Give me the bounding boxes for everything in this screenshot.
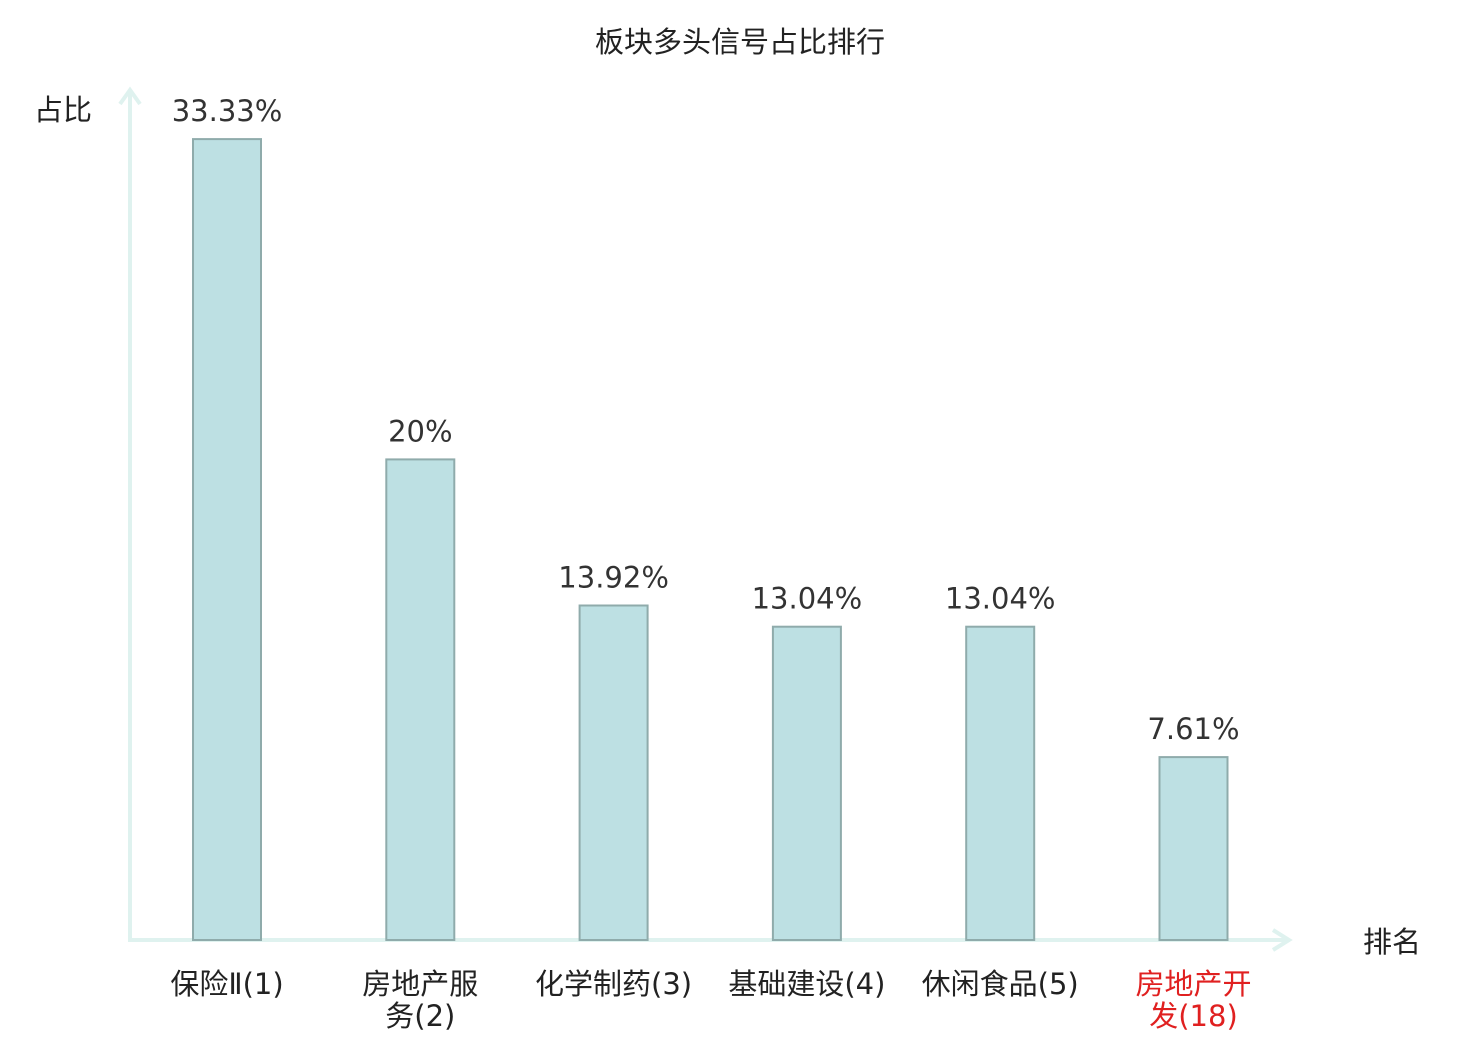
category-label: 房地产服务(2)	[362, 967, 478, 1033]
category-label: 化学制药(3)	[535, 967, 692, 1001]
x-axis-arrow	[1271, 928, 1293, 952]
value-labels-group: 33.33% 20% 13.92% 13.04% 13.04% 7.61%	[172, 94, 1240, 746]
y-axis-title: 占比	[34, 93, 92, 127]
category-label: 保险Ⅱ(1)	[170, 967, 283, 1001]
bar	[965, 625, 1036, 941]
bar	[192, 138, 262, 942]
category-label: 基础建设(4)	[728, 967, 885, 1001]
x-axis-title: 排名	[1363, 925, 1421, 959]
chart-title: 板块多头信号占比排行	[595, 25, 885, 59]
bar	[1158, 756, 1229, 941]
category-label: 房地产开发(18)	[1135, 967, 1251, 1033]
bar-value-label: 13.04%	[945, 582, 1056, 616]
bar	[771, 625, 842, 941]
bar-value-label: 13.04%	[752, 582, 863, 616]
bar-value-label: 13.92%	[558, 561, 669, 595]
category-label: 休闲食品(5)	[922, 967, 1079, 1001]
category-labels-group: 保险Ⅱ(1) 房地产服务(2) 化学制药(3) 基础建设(4) 休闲食品(5) 房地产开发…	[170, 967, 1251, 1033]
bar	[385, 458, 456, 941]
bar-value-label: 7.61%	[1147, 712, 1239, 746]
bar	[578, 604, 649, 941]
y-axis-arrow	[118, 86, 142, 106]
bar-value-label: 33.33%	[172, 94, 283, 128]
bars-group	[192, 138, 1229, 942]
bar-value-label: 20%	[388, 414, 452, 448]
